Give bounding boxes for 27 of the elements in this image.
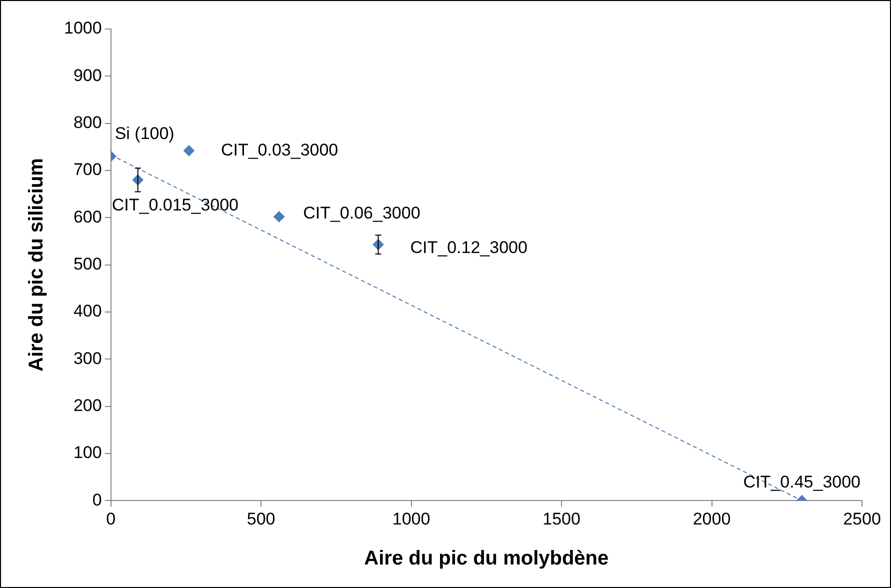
x-tick-label: 2000: [692, 509, 731, 528]
y-axis-title: Aire du pic du silicium: [26, 158, 48, 372]
point: [183, 145, 194, 156]
y-tick-label: 0: [92, 490, 102, 510]
y-tick-label: 200: [73, 396, 102, 415]
y-tick-label: 600: [73, 207, 102, 226]
point: [274, 211, 285, 222]
annotation: CIT_0.45_3000: [743, 472, 861, 492]
y-tick-label: 300: [73, 348, 102, 368]
annotation: CIT_0.015_3000: [112, 196, 239, 215]
y-tick-label: 500: [73, 254, 102, 274]
annotation: CIT_0.03_3000: [220, 140, 338, 160]
x-tick-label: 2500: [843, 509, 881, 528]
x-tick-label: 500: [246, 509, 276, 528]
x-axis-title: Aire du pic du molybdène: [364, 548, 609, 570]
y-tick-label: 100: [73, 443, 102, 462]
annotation: Si (100): [114, 124, 174, 144]
y-tick-label: 900: [73, 66, 102, 85]
annotation: CIT_0.06_3000: [303, 203, 420, 222]
y-tick-label: 800: [73, 113, 102, 132]
y-tick-label: 400: [73, 302, 102, 321]
annotation: CIT_0.12_3000: [410, 238, 528, 258]
y-tick-label: 1000: [64, 18, 102, 38]
x-tick-label: 1500: [542, 509, 580, 528]
x-tick-label: 0: [106, 509, 116, 528]
y-tick-label: 700: [73, 160, 102, 180]
x-tick-label: 1000: [392, 509, 430, 528]
